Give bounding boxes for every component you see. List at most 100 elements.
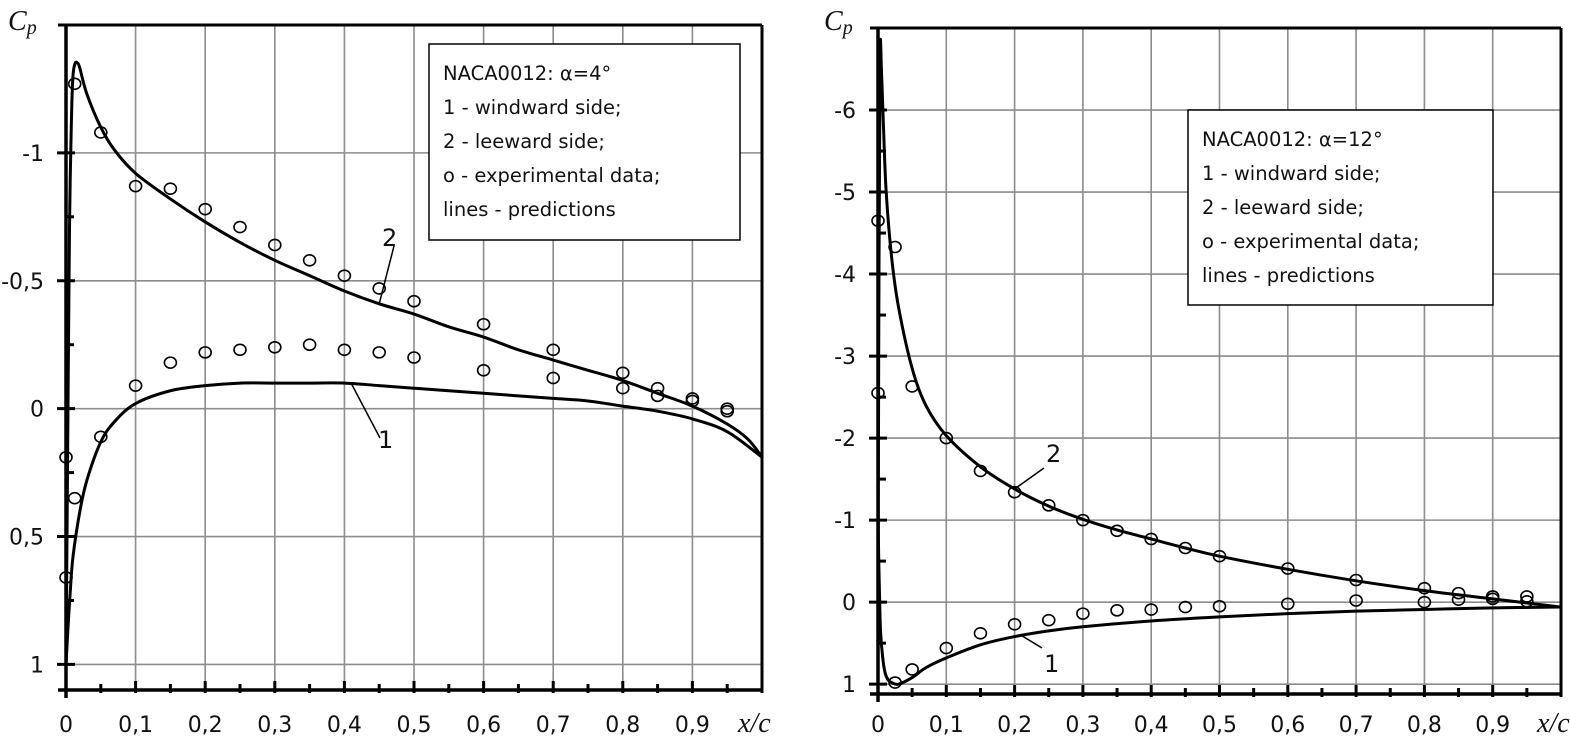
data-point <box>1451 586 1466 600</box>
x-tick-label: 0,9 <box>1475 713 1510 738</box>
curve-label-1: 1 <box>1044 650 1059 678</box>
data-point <box>407 351 421 364</box>
data-point <box>1041 499 1056 512</box>
y-tick-label: -4 <box>834 263 856 288</box>
data-point <box>372 346 387 359</box>
legend: NACA0012: α=4° 1 - windward side; 2 - leew… <box>428 43 741 241</box>
x-tick-label: 0,3 <box>1065 713 1100 738</box>
y-tick-label: -1 <box>834 509 856 534</box>
data-point <box>302 254 317 267</box>
y-tick-label: -6 <box>834 99 856 124</box>
x-tick-label: 0,6 <box>466 713 501 738</box>
x-tick-label: 0 <box>59 713 73 738</box>
data-point <box>615 381 630 395</box>
data-point <box>1281 597 1295 611</box>
curve-label-2: 2 <box>1046 440 1061 468</box>
series-line-1 <box>876 518 1563 686</box>
data-point <box>1417 595 1432 609</box>
x-tick-label: 0,1 <box>118 713 153 738</box>
x-tick-label: 0,1 <box>929 713 964 738</box>
data-point <box>871 214 885 228</box>
data-point <box>650 389 665 403</box>
y-axis-title: Cp <box>8 6 37 39</box>
data-point <box>615 366 630 380</box>
data-point <box>59 571 73 584</box>
legend-entry: 2 - leeward side; <box>443 130 605 153</box>
y-tick-label: 1 <box>842 673 856 698</box>
legend-entry: lines - predictions <box>443 198 616 221</box>
data-point <box>1041 613 1056 627</box>
y-axis-title: Cp <box>824 6 853 39</box>
data-point <box>1485 592 1500 606</box>
data-point <box>939 641 954 655</box>
data-point <box>1212 549 1227 563</box>
data-point <box>1110 524 1124 538</box>
data-point <box>476 317 491 331</box>
legend-entry: 1 - windward side; <box>443 96 622 119</box>
y-tick-label: 0 <box>30 398 44 423</box>
data-point <box>1349 594 1363 607</box>
leader-line <box>378 245 395 304</box>
data-point <box>163 356 178 369</box>
y-tick-label: 0 <box>842 591 856 616</box>
data-point <box>546 371 561 385</box>
data-point <box>67 491 82 505</box>
x-tick-label: 0 <box>871 713 885 738</box>
data-point <box>888 240 902 254</box>
legend-title: NACA0012: α=12° <box>1202 128 1383 151</box>
data-point <box>337 343 352 357</box>
series-line-2 <box>64 60 764 666</box>
y-tick-label: -0,5 <box>1 270 44 295</box>
leader-line <box>350 383 381 439</box>
data-point <box>973 464 988 478</box>
data-point <box>1007 617 1022 631</box>
curve-label-1: 1 <box>378 426 393 454</box>
legend-entry: o - experimental data; <box>443 164 660 187</box>
data-point <box>546 343 561 357</box>
x-tick-label: 0,6 <box>1270 713 1305 738</box>
experimental-markers <box>871 214 1534 603</box>
data-point <box>407 294 421 308</box>
data-point <box>67 77 82 91</box>
chart-panel-alpha-4: 0 0,1 0,2 0,3 0,4 0,5 0,6 0,7 0,8 0,9 -1 -0,5 0 0,5 1 C… <box>1 6 771 739</box>
curve-label-2: 2 <box>382 224 397 252</box>
data-point <box>1178 541 1193 555</box>
x-tick-label: 0,5 <box>1202 713 1237 738</box>
x-tick-label: 0,2 <box>188 713 223 738</box>
data-point <box>163 182 178 195</box>
legend-box <box>428 43 741 241</box>
legend-entry: 1 - windward side; <box>1202 162 1381 185</box>
data-point <box>267 238 282 252</box>
data-point <box>1281 562 1295 575</box>
data-point <box>1520 590 1534 603</box>
y-tick-label: -3 <box>834 345 856 370</box>
x-tick-label: 0,8 <box>1407 713 1442 738</box>
data-point <box>1178 600 1193 614</box>
y-tick-label: -2 <box>834 427 856 452</box>
data-point <box>198 346 212 359</box>
data-point <box>1144 532 1158 546</box>
data-point <box>128 179 143 193</box>
y-tick-label: -1 <box>22 142 44 167</box>
y-tick-label: -5 <box>834 181 856 206</box>
data-point <box>198 202 212 216</box>
data-point <box>1007 485 1022 499</box>
legend-entry: lines - predictions <box>1202 264 1375 287</box>
data-point <box>1110 604 1124 617</box>
data-point <box>905 663 919 676</box>
experimental-markers <box>871 386 1534 689</box>
data-point <box>1349 573 1363 587</box>
data-point <box>905 380 919 393</box>
data-point <box>650 381 665 395</box>
series-line-2 <box>876 37 1563 686</box>
experimental-markers <box>59 338 735 584</box>
data-point <box>302 338 317 352</box>
x-tick-label: 0,3 <box>257 713 292 738</box>
data-point <box>267 340 282 354</box>
data-point <box>973 627 988 640</box>
data-point <box>888 676 902 689</box>
chart-panel-alpha-12: 0 0,1 0,2 0,3 0,4 0,5 0,6 0,7 0,8 0,9 -6 -5 -4 -3 -2 -1… <box>824 6 1570 739</box>
data-point <box>233 343 247 357</box>
data-point <box>94 430 108 444</box>
